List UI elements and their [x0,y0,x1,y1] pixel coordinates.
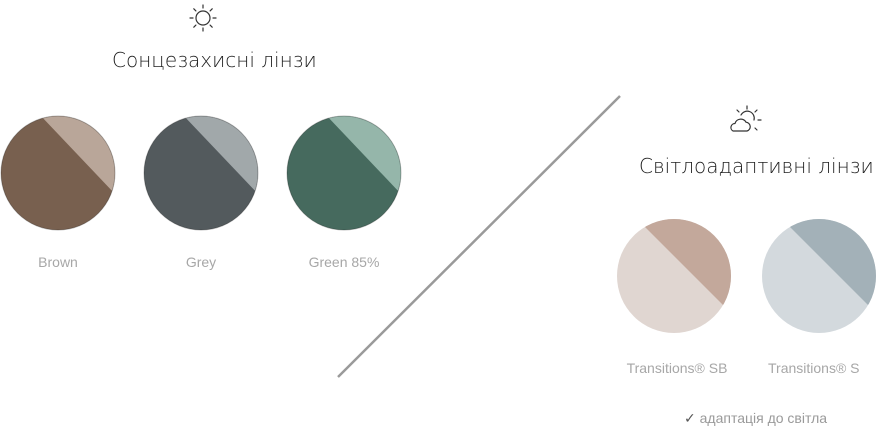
lens-swatch-transitions-s [762,219,876,333]
sun-cloud-icon [730,105,762,132]
lens-swatch-transitions-sb [617,219,731,333]
lens-swatch-green [286,115,402,231]
adaptive-section-title: Світлоадаптивні лінзи [639,154,874,178]
lens-label-grey: Grey [185,254,217,270]
sun-section-title: Сонцезахисні лінзи [112,48,317,72]
check-icon: ✓ [684,410,696,426]
lens-label-transitions-sb: Transitions® SB [626,360,728,376]
lens-label-brown: Brown [38,254,78,270]
lens-label-transitions-s: Transitions® S [768,360,860,376]
adaptation-note-text: адаптація до світла [699,410,828,426]
adaptation-note: ✓ адаптація до світла [684,410,827,427]
sun-icon [189,4,217,32]
lens-swatch-grey [143,115,259,231]
lens-swatch-brown [0,115,116,231]
lens-label-green: Green 85% [308,254,380,270]
